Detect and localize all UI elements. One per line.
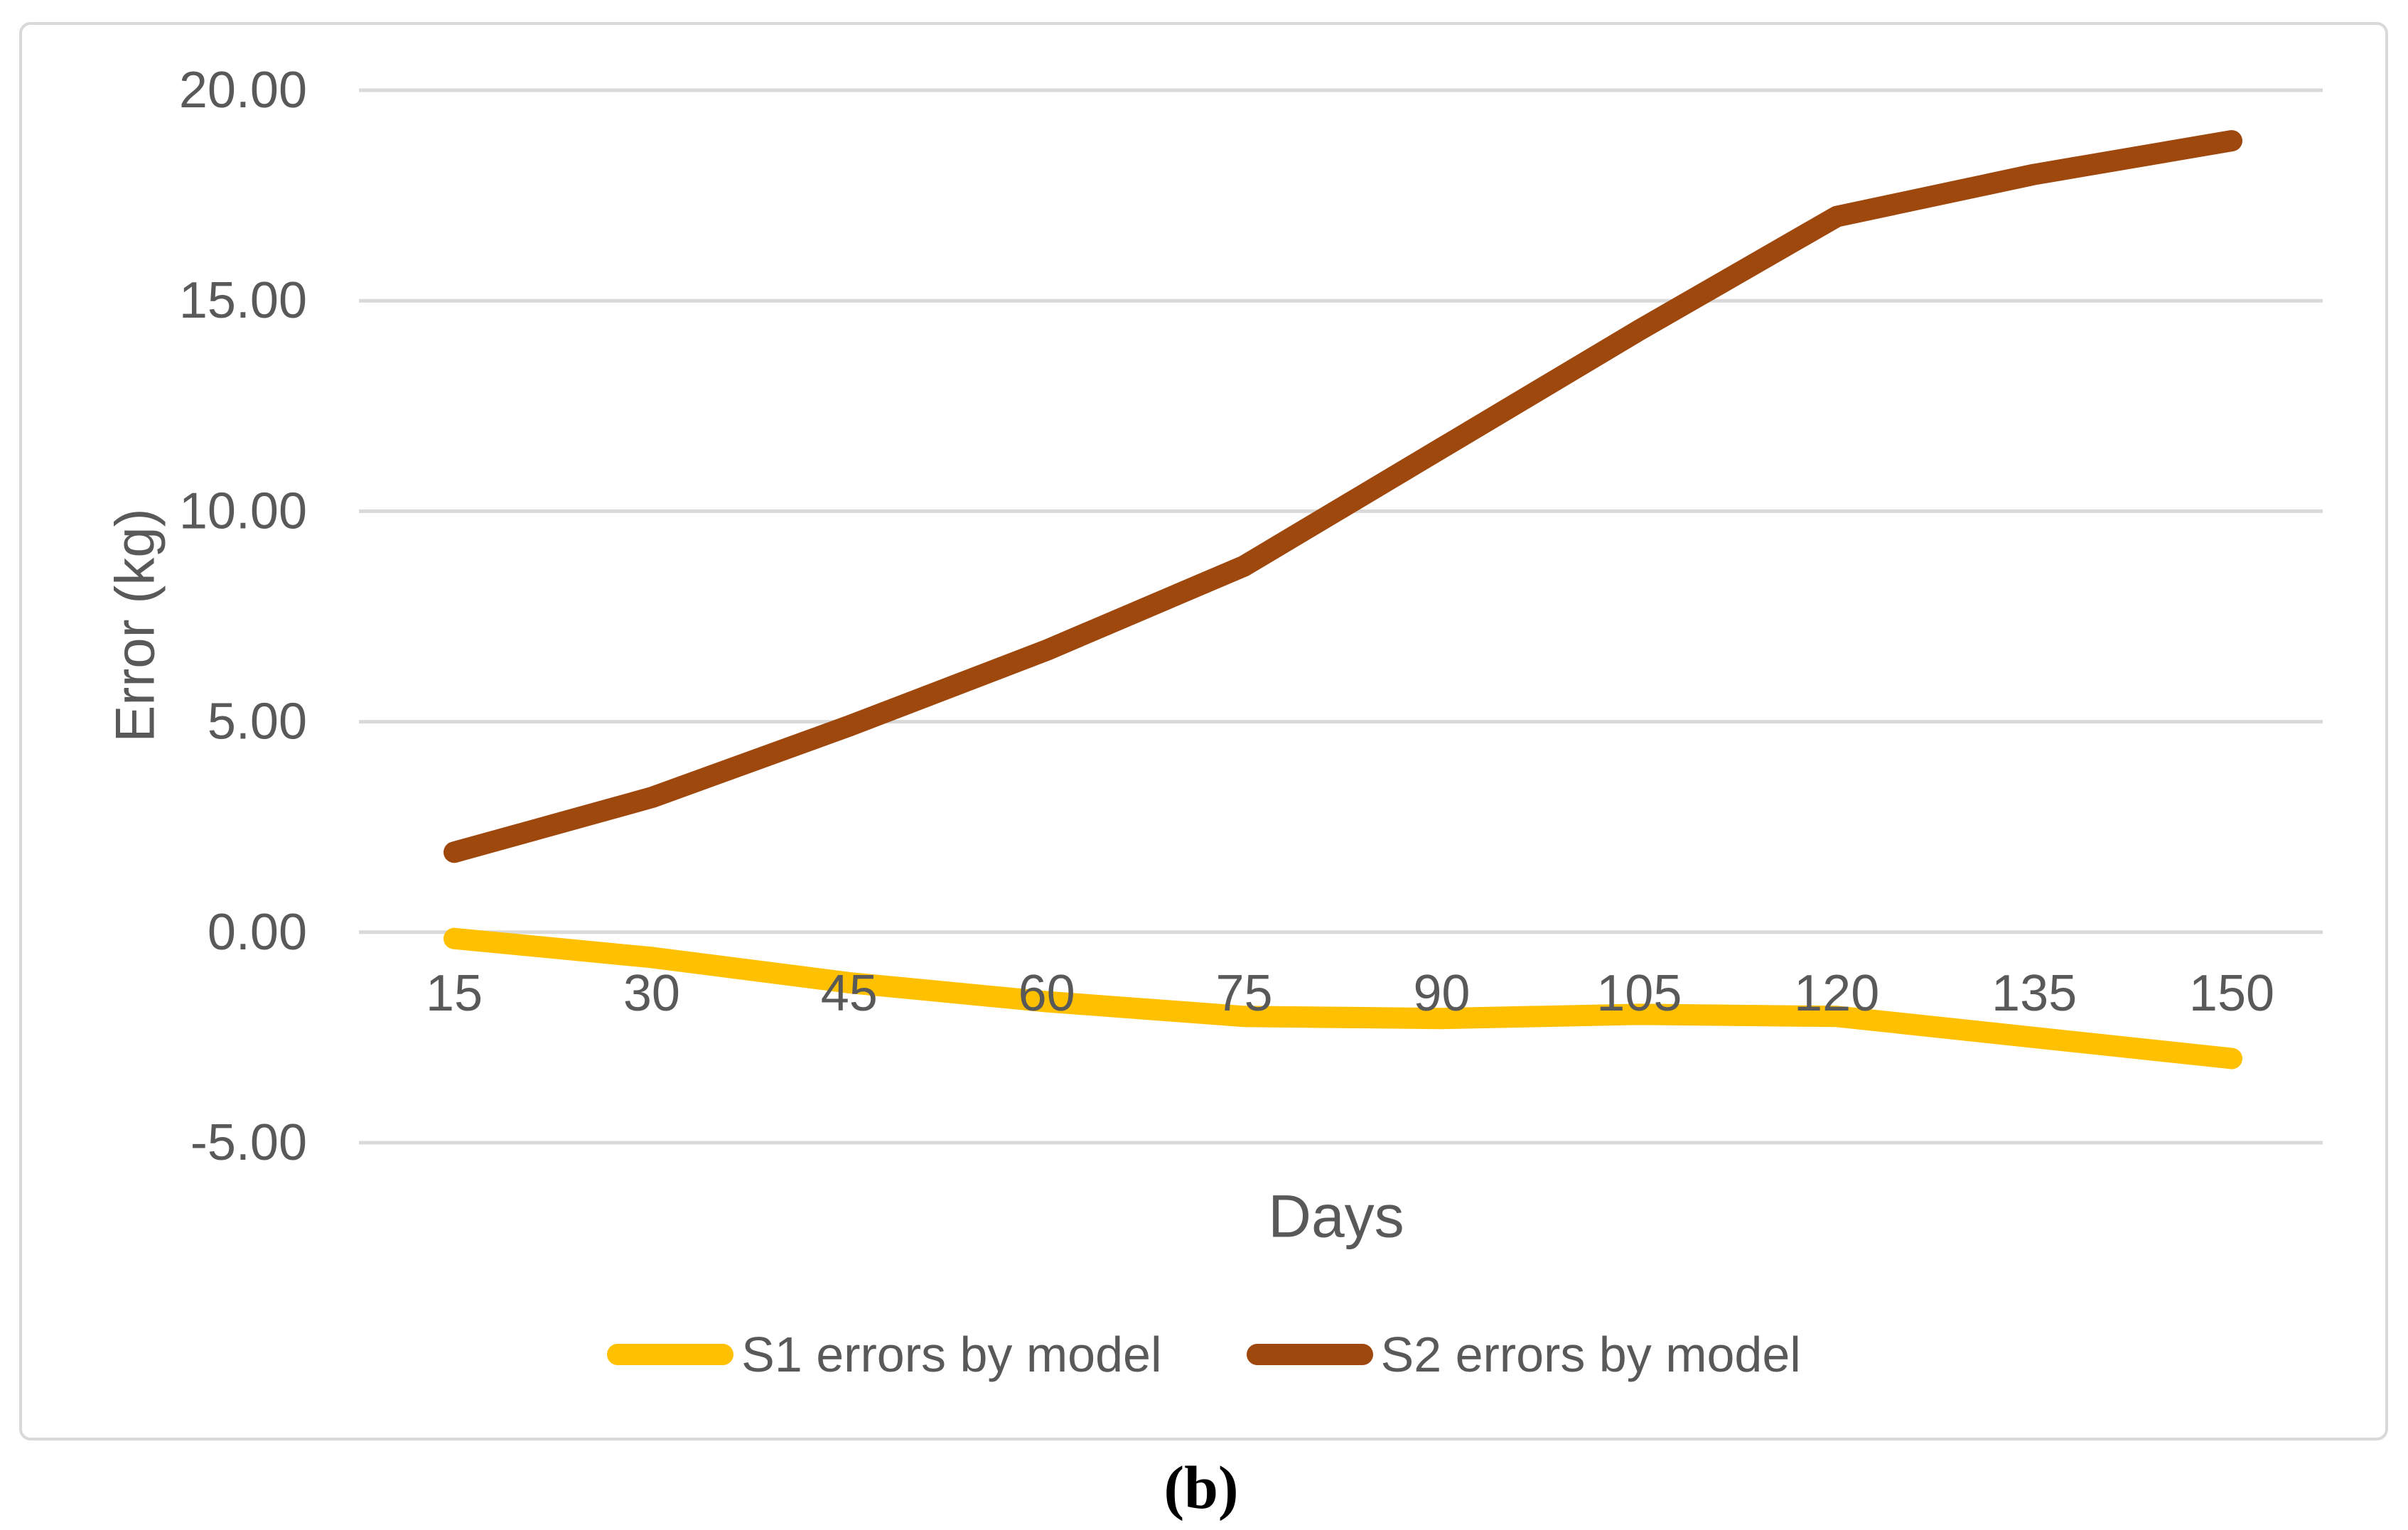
x-tick-label: 105: [1596, 965, 1682, 1022]
y-tick-label: -5.00: [190, 1114, 307, 1171]
y-tick-label: 15.00: [179, 272, 307, 329]
y-tick-label: 5.00: [208, 694, 307, 750]
x-tick-label: 90: [1413, 965, 1470, 1022]
y-tick-label: 0.00: [208, 904, 307, 961]
series-line-s1: [444, 927, 2242, 1070]
legend-label-s2: S2 errors by model: [1380, 1327, 1801, 1382]
x-tick-label: 135: [1992, 965, 2077, 1022]
legend-item-s1: S1 errors by model: [607, 1327, 1162, 1382]
x-tick-label: 150: [2189, 965, 2274, 1022]
x-axis-title: Days: [1268, 1182, 1404, 1250]
x-tick-label: 120: [1794, 965, 1879, 1022]
legend: S1 errors by model S2 errors by model: [0, 1327, 2408, 1381]
series-line-s2: [444, 130, 2242, 863]
chart-border: [19, 22, 2388, 1440]
x-tick-label: 45: [821, 965, 878, 1022]
y-axis-title: Error (kg): [103, 508, 166, 743]
y-tick-label: 20.00: [179, 62, 307, 119]
legend-swatch-s1: [607, 1344, 734, 1365]
figure-caption: (b): [1163, 1453, 1239, 1521]
x-tick-label: 30: [623, 965, 680, 1022]
legend-item-s2: S2 errors by model: [1246, 1327, 1801, 1382]
x-tick-label: 60: [1018, 965, 1075, 1022]
x-tick-label: 15: [426, 965, 483, 1022]
legend-label-s1: S1 errors by model: [741, 1327, 1162, 1382]
x-tick-label: 75: [1216, 965, 1273, 1022]
y-tick-label: 10.00: [179, 483, 307, 539]
legend-swatch-s2: [1246, 1344, 1373, 1365]
